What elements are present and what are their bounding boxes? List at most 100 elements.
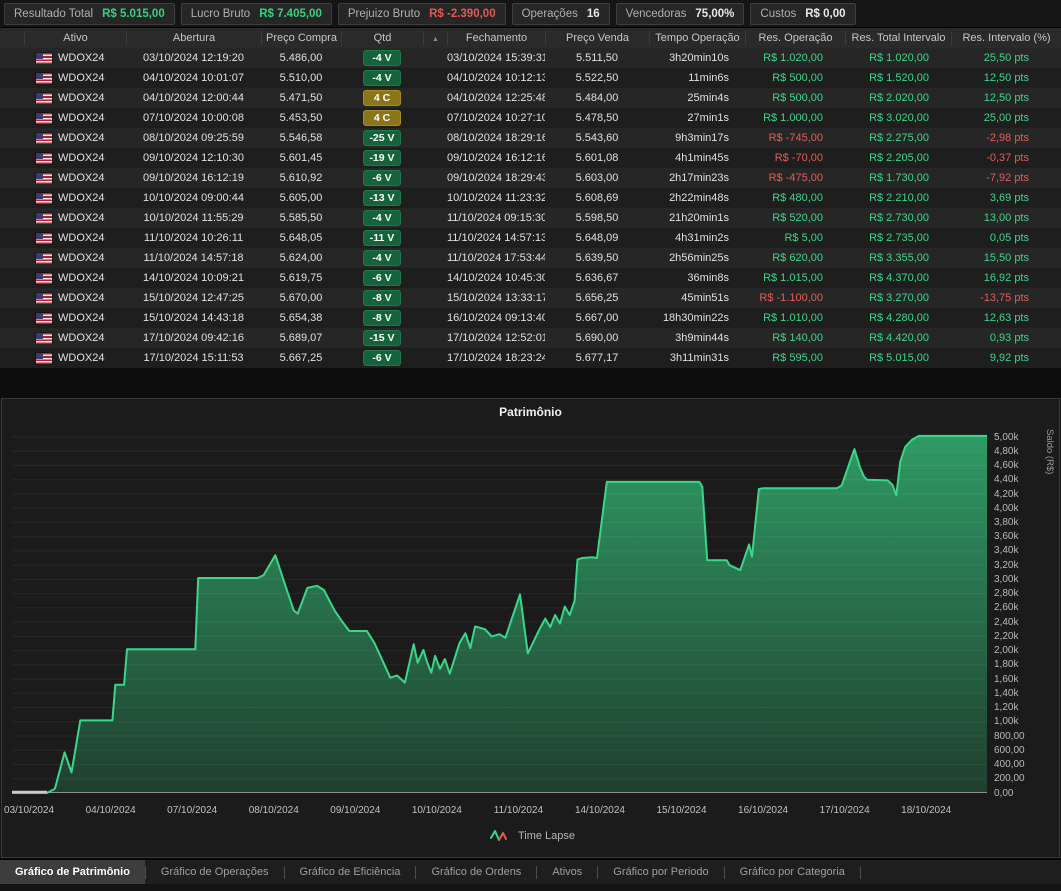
table-row[interactable]: WDOX2410/10/2024 09:00:445.605,00-13 V10… [0,188,1061,208]
table-row[interactable]: WDOX2408/10/2024 09:25:595.546,58-25 V08… [0,128,1061,148]
column-header-res-operacao[interactable]: Res. Operação [745,31,845,45]
cell-abertura: 17/10/2024 15:11:53 [126,352,261,364]
cell-res-intervalo: 3,69 pts [951,192,1061,204]
summary-item-vencedoras: Vencedoras 75,00% [616,3,745,25]
us-flag-icon [36,173,52,184]
cell-res-operacao: R$ -1.100,00 [745,292,845,304]
cell-res-operacao: R$ 520,00 [745,212,845,224]
y-axis: 5,00k4,80k4,60k4,40k4,20k4,00k3,80k3,60k… [992,429,1042,797]
column-header-res-intervalo[interactable]: Res. Intervalo (%) [951,31,1061,45]
tab-grafico-de-patrimonio[interactable]: Gráfico de Patrimônio [0,860,145,884]
cell-abertura: 03/10/2024 12:19:20 [126,52,261,64]
cell-res-operacao: R$ 5,00 [745,232,845,244]
cell-tempo-operacao: 27min1s [649,112,745,124]
column-header-preco-venda[interactable]: Preço Venda [545,31,649,45]
cell-preco-venda: 5.608,69 [545,192,649,204]
table-row[interactable]: WDOX2415/10/2024 14:43:185.654,38-8 V16/… [0,308,1061,328]
cell-preco-venda: 5.667,00 [545,312,649,324]
x-tick-label: 04/10/2024 [80,805,142,816]
asset-name: WDOX24 [58,332,104,344]
us-flag-icon [36,313,52,324]
cell-qtd: -8 V [341,310,423,326]
cell-preco-compra: 5.510,00 [261,72,341,84]
cell-fechamento: 11/10/2024 14:57:13 [447,232,545,244]
y-tick-label: 2,20k [994,631,1018,642]
cell-fechamento: 17/10/2024 18:23:24 [447,352,545,364]
table-row[interactable]: WDOX2417/10/2024 15:11:535.667,25-6 V17/… [0,348,1061,368]
cell-res-total-intervalo: R$ 4.280,00 [845,312,951,324]
cell-abertura: 04/10/2024 12:00:44 [126,92,261,104]
us-flag-icon [36,293,52,304]
cell-res-total-intervalo: R$ 2.730,00 [845,212,951,224]
tab-grafico-de-eficiencia[interactable]: Gráfico de Eficiência [285,860,416,884]
table-row[interactable]: WDOX2409/10/2024 16:12:195.610,92-6 V09/… [0,168,1061,188]
table-row[interactable]: WDOX2414/10/2024 10:09:215.619,75-6 V14/… [0,268,1061,288]
qtd-badge: 4 C [363,90,401,106]
qtd-badge: -6 V [363,270,401,286]
cell-res-intervalo: 12,50 pts [951,72,1061,84]
table-body: WDOX2403/10/2024 12:19:205.486,00-4 V03/… [0,48,1061,368]
y-tick-label: 0,00 [994,788,1013,799]
summary-label: Vencedoras [626,8,687,20]
cell-preco-compra: 5.585,50 [261,212,341,224]
cell-abertura: 10/10/2024 09:00:44 [126,192,261,204]
cell-preco-venda: 5.690,00 [545,332,649,344]
table-row[interactable]: WDOX2403/10/2024 12:19:205.486,00-4 V03/… [0,48,1061,68]
cell-res-total-intervalo: R$ 2.210,00 [845,192,951,204]
summary-item-resultado-total: Resultado TotalR$ 5.015,00 [4,3,175,25]
column-header-res-total-intervalo[interactable]: Res. Total Intervalo [845,31,951,45]
y-tick-label: 2,60k [994,602,1018,613]
summary-value: R$ 5.015,00 [102,8,165,20]
chart-legend[interactable]: Time Lapse [2,829,1061,843]
tab-grafico-por-periodo[interactable]: Gráfico por Periodo [598,860,723,884]
qtd-badge: 4 C [363,110,401,126]
table-row[interactable]: WDOX2410/10/2024 11:55:295.585,50-4 V11/… [0,208,1061,228]
cell-res-total-intervalo: R$ 2.020,00 [845,92,951,104]
cell-ativo: WDOX24 [24,112,126,124]
chart-title: Patrimônio [2,405,1059,419]
tab-grafico-por-categoria[interactable]: Gráfico por Categoria [725,860,860,884]
y-tick-label: 1,60k [994,674,1018,685]
cell-tempo-operacao: 3h11min31s [649,352,745,364]
table-row[interactable]: WDOX2411/10/2024 10:26:115.648,05-11 V11… [0,228,1061,248]
y-tick-label: 2,80k [994,588,1018,599]
x-tick-label: 03/10/2024 [0,805,60,816]
column-header-tempo-operacao[interactable]: Tempo Operação [649,31,745,45]
table-header: AtivoAberturaPreço CompraQtd▲FechamentoP… [0,28,1061,48]
table-row[interactable]: WDOX2417/10/2024 09:42:165.689,07-15 V17… [0,328,1061,348]
column-header-preco-compra[interactable]: Preço Compra [261,31,341,45]
column-header-ativo[interactable]: Ativo [24,31,126,45]
tab-grafico-de-operacoes[interactable]: Gráfico de Operações [146,860,284,884]
tab-grafico-de-ordens[interactable]: Gráfico de Ordens [416,860,536,884]
table-row[interactable]: WDOX2404/10/2024 10:01:075.510,00-4 V04/… [0,68,1061,88]
table-row[interactable]: WDOX2409/10/2024 12:10:305.601,45-19 V09… [0,148,1061,168]
asset-name: WDOX24 [58,92,104,104]
table-row[interactable]: WDOX2404/10/2024 12:00:445.471,504 C04/1… [0,88,1061,108]
cell-res-total-intervalo: R$ 2.205,00 [845,152,951,164]
equity-area-chart[interactable] [12,429,987,797]
cell-res-operacao: R$ 620,00 [745,252,845,264]
summary-item-lucro-bruto: Lucro BrutoR$ 7.405,00 [181,3,332,25]
qtd-badge: -6 V [363,170,401,186]
cell-tempo-operacao: 4h1min45s [649,152,745,164]
table-row[interactable]: WDOX2407/10/2024 10:00:085.453,504 C07/1… [0,108,1061,128]
summary-value: 75,00% [695,8,734,20]
cell-ativo: WDOX24 [24,92,126,104]
sort-indicator[interactable]: ▲ [423,31,447,45]
column-header-qtd[interactable]: Qtd [341,31,423,45]
table-row[interactable]: WDOX2411/10/2024 14:57:185.624,00-4 V11/… [0,248,1061,268]
cell-fechamento: 08/10/2024 18:29:16 [447,132,545,144]
column-header-fechamento[interactable]: Fechamento [447,31,545,45]
table-row[interactable]: WDOX2415/10/2024 12:47:255.670,00-8 V15/… [0,288,1061,308]
column-header-abertura[interactable]: Abertura [126,31,261,45]
cell-ativo: WDOX24 [24,172,126,184]
cell-qtd: -25 V [341,130,423,146]
cell-preco-venda: 5.598,50 [545,212,649,224]
y-tick-label: 3,00k [994,574,1018,585]
cell-fechamento: 04/10/2024 12:25:48 [447,92,545,104]
cell-res-total-intervalo: R$ 3.355,00 [845,252,951,264]
y-tick-label: 3,40k [994,545,1018,556]
cell-preco-venda: 5.603,00 [545,172,649,184]
tab-ativos[interactable]: Ativos [537,860,597,884]
x-tick-label: 07/10/2024 [161,805,223,816]
